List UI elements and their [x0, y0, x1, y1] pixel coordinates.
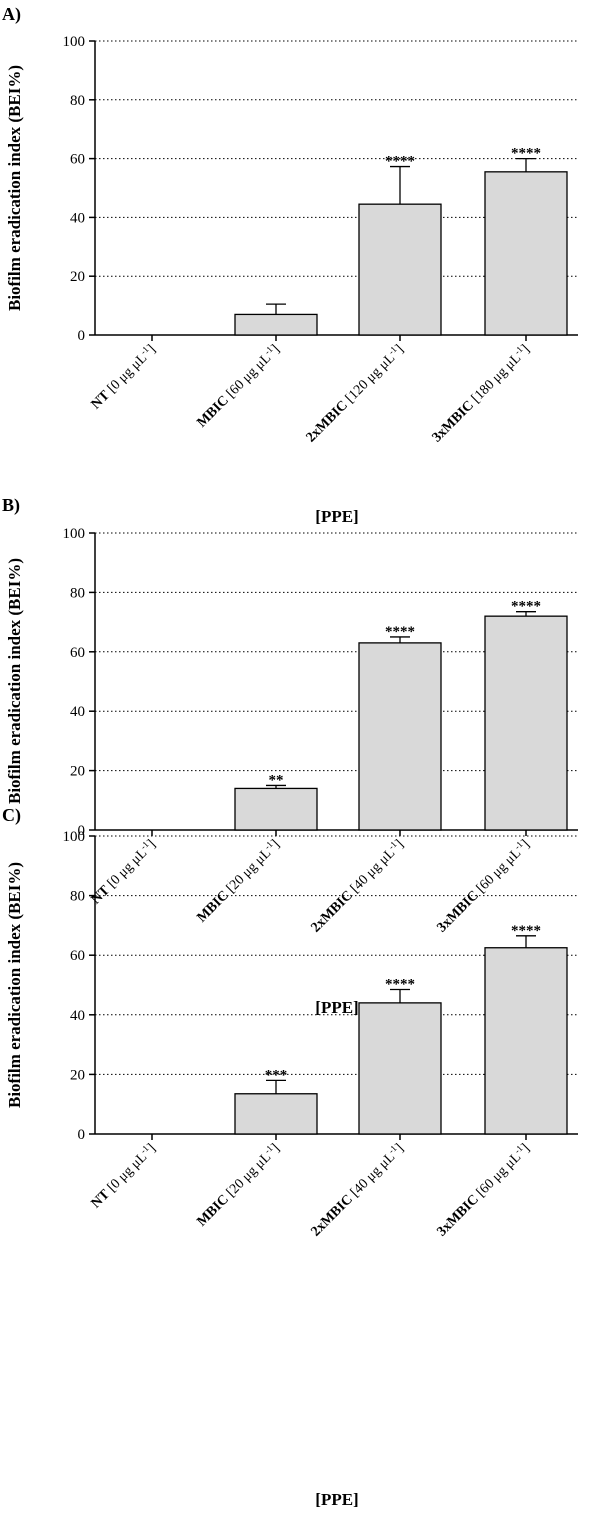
significance-marker: **** — [511, 923, 541, 939]
y-tick-label: 40 — [70, 1008, 85, 1024]
y-axis-label: Biofilm eradication index (BEI%) — [5, 558, 24, 804]
y-tick-label: 60 — [70, 645, 85, 661]
y-tick-label: 100 — [63, 526, 86, 542]
y-tick-label: 0 — [78, 823, 86, 839]
x-category-label: MBIC [20 μg μL-1] — [193, 1140, 283, 1230]
y-tick-label: 80 — [70, 93, 85, 109]
x-category-label: 3xMBIC [60 μg μL-1] — [433, 1140, 533, 1240]
significance-marker: **** — [385, 624, 415, 640]
y-tick-label: 0 — [78, 1127, 86, 1143]
bar — [358, 1002, 442, 1135]
significance-marker: **** — [385, 976, 415, 992]
significance-marker: ** — [269, 772, 284, 788]
x-axis-label: [PPE] — [315, 507, 358, 526]
y-tick-label: 60 — [70, 152, 85, 168]
y-tick-label: 40 — [70, 704, 85, 720]
panel-label: C) — [2, 805, 21, 826]
y-tick-label: 100 — [63, 34, 86, 50]
y-tick-label: 0 — [78, 328, 86, 344]
bar — [484, 947, 568, 1135]
chart-panel-2: B) 0 20 40 60 80 100 Biofilm eradication index … — [2, 495, 578, 1017]
bar — [358, 203, 442, 336]
y-axis-label: Biofilm eradication index (BEI%) — [5, 65, 24, 311]
bar — [484, 171, 568, 336]
significance-marker: **** — [385, 154, 415, 170]
y-tick-label: 100 — [63, 829, 86, 845]
x-category-label: MBIC [20 μg μL-1] — [193, 836, 283, 926]
y-axis-label: Biofilm eradication index (BEI%) — [5, 862, 24, 1108]
y-tick-label: 80 — [70, 889, 85, 905]
y-tick-label: 20 — [70, 269, 85, 285]
chart-panel-3: C) 0 20 40 60 80 100 Biofilm eradication index … — [2, 805, 578, 1509]
bar — [234, 787, 318, 831]
bar — [358, 642, 442, 831]
significance-marker: **** — [511, 599, 541, 615]
significance-marker: *** — [265, 1067, 288, 1083]
x-category-label: 2xMBIC [40 μg μL-1] — [307, 836, 407, 936]
x-axis-label: [PPE] — [315, 998, 358, 1017]
y-tick-label: 80 — [70, 585, 85, 601]
x-category-label: 3xMBIC [60 μg μL-1] — [433, 836, 533, 936]
x-category-label: NT [0 μg μL-1] — [87, 836, 159, 908]
chart-panel-1: A) 0 20 40 60 80 100 Biofilm eradication index … — [2, 4, 578, 526]
panel-label: A) — [2, 4, 21, 25]
x-axis-label: [PPE] — [315, 1490, 358, 1509]
y-tick-label: 40 — [70, 210, 85, 226]
x-category-label: MBIC [60 μg μL-1] — [193, 341, 283, 431]
y-tick-label: 20 — [70, 1067, 85, 1083]
x-category-label: 2xMBIC [120 μg μL-1] — [302, 341, 407, 446]
x-category-label: NT [0 μg μL-1] — [87, 341, 159, 413]
x-category-label: 3xMBIC [180 μg μL-1] — [428, 341, 533, 446]
x-category-label: NT [0 μg μL-1] — [87, 1140, 159, 1212]
panel-label: B) — [2, 495, 20, 516]
bar — [484, 615, 568, 831]
significance-marker: **** — [511, 146, 541, 162]
y-tick-label: 20 — [70, 764, 85, 780]
y-tick-label: 60 — [70, 948, 85, 964]
bar — [234, 1093, 318, 1135]
x-category-label: 2xMBIC [40 μg μL-1] — [307, 1140, 407, 1240]
bar — [234, 313, 318, 336]
